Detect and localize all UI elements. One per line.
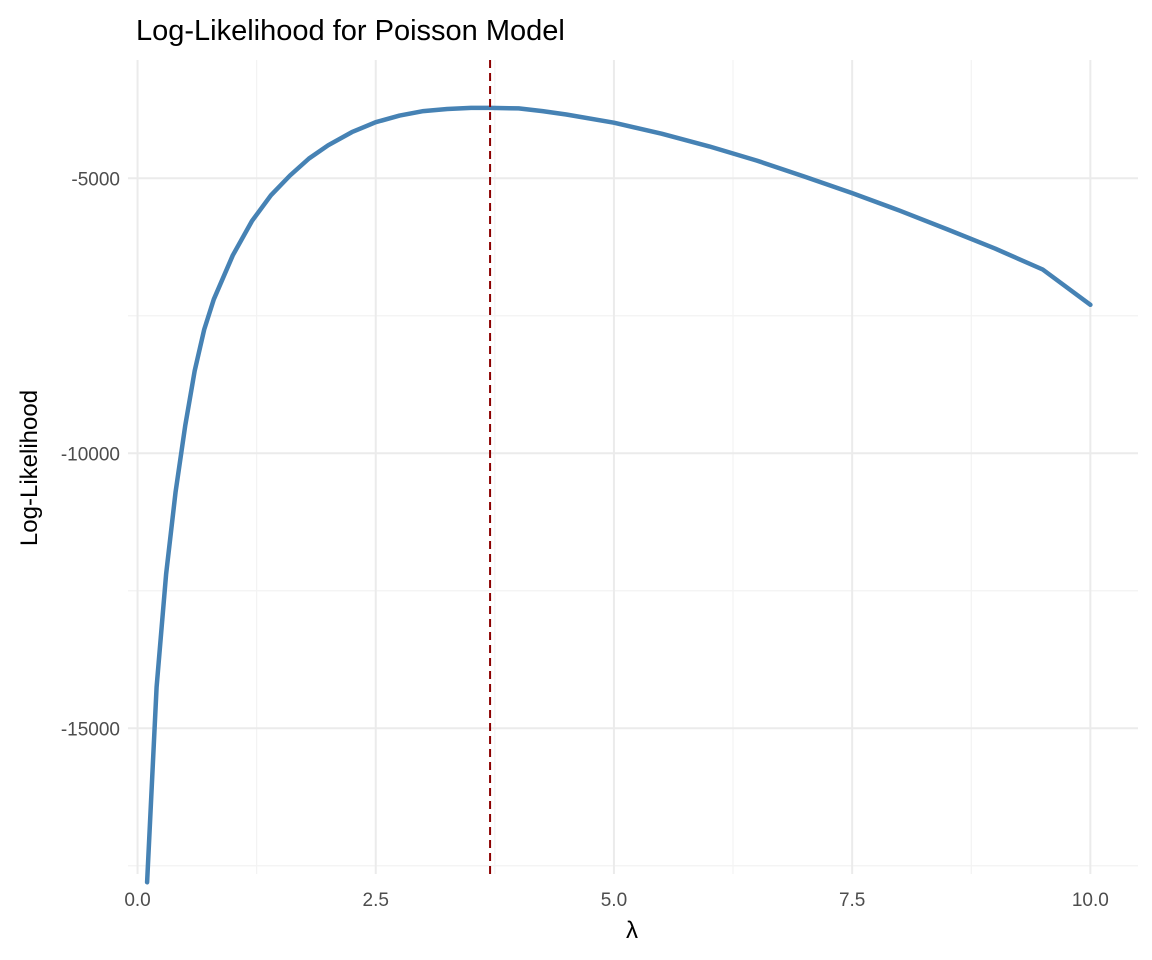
chart-title: Log-Likelihood for Poisson Model xyxy=(136,15,565,47)
y-axis-title: Log-Likelihood xyxy=(16,390,43,546)
plot-area xyxy=(144,60,1093,885)
y-tick-label: -5000 xyxy=(71,169,120,190)
log-likelihood-line xyxy=(144,105,1093,885)
x-axis-title: λ xyxy=(626,917,638,944)
y-tick-label: -15000 xyxy=(61,719,120,740)
grid xyxy=(128,60,1138,874)
y-tick-label: -10000 xyxy=(61,444,120,465)
x-axis: 0.0 2.5 5.0 7.5 10.0 xyxy=(124,890,1109,911)
x-tick-label: 10.0 xyxy=(1072,890,1109,911)
x-tick-label: 5.0 xyxy=(601,890,627,911)
y-axis: -15000 -10000 -5000 xyxy=(61,169,120,740)
x-tick-label: 7.5 xyxy=(839,890,865,911)
x-tick-label: 0.0 xyxy=(124,890,150,911)
x-tick-label: 2.5 xyxy=(363,890,389,911)
